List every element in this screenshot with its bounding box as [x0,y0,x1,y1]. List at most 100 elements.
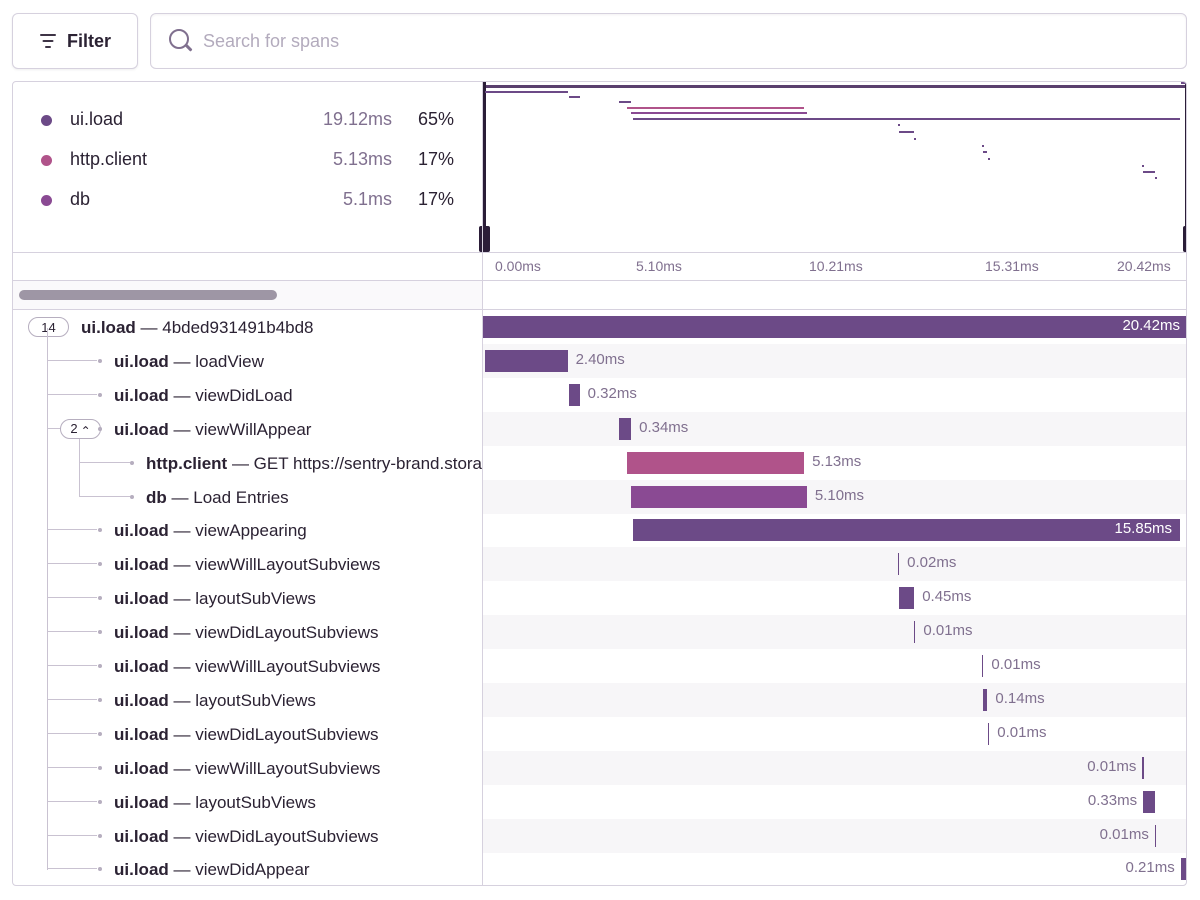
span-row-timeline-cell[interactable]: 0.01ms [483,717,1186,751]
scrollbar-thumb[interactable] [19,290,277,300]
span-separator: — [168,826,196,846]
span-row-label-cell[interactable]: ui.load — viewDidLayoutSubviews [13,819,482,853]
span-description: loadView [195,351,264,371]
span-duration: 0.14ms [995,689,1045,707]
span-separator: — [168,521,196,541]
span-bar[interactable] [483,316,1186,338]
span-row-timeline-cell[interactable]: 0.34ms [483,411,1186,446]
span-row-label-cell[interactable]: ui.load — viewWillLayoutSubviews [13,547,482,581]
span-row-label-cell[interactable]: ui.load — viewWillLayoutSubviews [13,649,482,683]
minimap[interactable] [479,82,1186,252]
span-row-timeline-cell[interactable]: 0.32ms [483,378,1186,412]
span-row[interactable]: http.client — GET https://sentry-brand.s… [13,446,1186,480]
span-row-timeline-cell[interactable]: 0.45ms [483,581,1186,615]
span-bar[interactable] [982,688,988,711]
minimap-right-handle[interactable] [1183,82,1186,252]
span-bar[interactable] [568,383,580,406]
span-row-label-cell[interactable]: ui.load — layoutSubViews [13,785,482,819]
span-row-label-cell[interactable]: db — Load Entries [13,480,482,514]
span-row-label-cell[interactable]: ui.load — viewWillLayoutSubviews [13,751,482,785]
span-bar[interactable] [630,485,807,508]
span-row-timeline-cell[interactable]: 0.33ms [483,785,1186,819]
span-bar[interactable] [987,722,990,745]
span-row[interactable]: ui.load — viewDidAppear 0.21ms [13,852,1186,885]
horizontal-scrollbar[interactable] [13,281,482,309]
search-box[interactable] [150,13,1187,69]
span-bar[interactable] [913,621,916,644]
tree-connector [47,563,97,565]
span-row-label-cell[interactable]: ui.load — layoutSubViews [13,683,482,717]
span-bar[interactable] [484,349,568,372]
collapse-children-button[interactable]: 2 ⌃ [60,418,101,439]
span-row[interactable]: ui.load — viewDidLoad 0.32ms [13,378,1186,412]
span-row-timeline-cell[interactable]: 0.21ms [483,852,1186,885]
span-row-timeline-cell[interactable]: 20.42ms [483,310,1186,344]
span-row-label-cell[interactable]: 14 ui.load — 4bded931491b4bd8 [13,310,482,344]
span-op: ui.load [114,385,169,405]
span-duration: 0.01ms [997,723,1047,741]
span-row-label-cell[interactable]: ui.load — viewDidLayoutSubviews [13,717,482,751]
span-row-timeline-cell[interactable]: 15.85ms [483,513,1186,547]
span-separator: — [168,351,196,371]
children-count-badge[interactable]: 14 [28,317,69,337]
span-row[interactable]: ui.load — viewDidLayoutSubviews 0.01ms [13,615,1186,650]
span-op: ui.load [114,792,169,812]
span-row[interactable]: ui.load — viewDidLayoutSubviews 0.01ms [13,717,1186,751]
span-row-label-cell[interactable]: 2 ⌃ ui.load — viewWillAppear [13,412,482,446]
span-row-timeline-cell[interactable]: 0.01ms [483,818,1186,853]
span-row[interactable]: ui.load — layoutSubViews 0.14ms [13,682,1186,717]
span-row-timeline-cell[interactable]: 5.10ms [483,479,1186,514]
span-bar[interactable] [898,587,915,610]
tree-connector [47,868,97,870]
span-row[interactable]: ui.load — viewWillLayoutSubviews 0.01ms [13,649,1186,683]
span-row[interactable]: ui.load — loadView 2.40ms [13,343,1186,378]
span-row[interactable]: ui.load — viewDidLayoutSubviews 0.01ms [13,818,1186,853]
span-row[interactable]: ui.load — viewAppearing 15.85ms [13,513,1186,547]
span-label: ui.load — layoutSubViews [114,691,316,711]
span-label: ui.load — viewWillAppear [114,420,311,440]
span-row-timeline-cell[interactable]: 5.13ms [483,446,1186,480]
minimap-right-grip[interactable] [1183,226,1186,252]
tree-node-dot [98,799,102,804]
op-percent: 65% [417,109,454,129]
span-bar[interactable] [981,655,984,677]
span-row[interactable]: db — Load Entries 5.10ms [13,479,1186,514]
minimap-left-handle[interactable] [479,82,490,252]
span-row[interactable]: ui.load — layoutSubViews 0.33ms [13,785,1186,819]
span-row-timeline-cell[interactable]: 0.14ms [483,682,1186,717]
span-bar[interactable] [1180,858,1186,881]
filter-button[interactable]: Filter [12,13,138,69]
span-row-label-cell[interactable]: http.client — GET https://sentry-brand.s… [13,446,482,480]
span-row-label-cell[interactable]: ui.load — viewDidLoad [13,378,482,412]
span-bar[interactable] [1143,790,1155,813]
span-bar[interactable] [619,417,632,440]
span-row-label-cell[interactable]: ui.load — layoutSubViews [13,581,482,615]
span-row[interactable]: ui.load — viewWillLayoutSubviews 0.01ms [13,750,1186,785]
span-row-label-cell[interactable]: ui.load — loadView [13,344,482,378]
span-row-timeline-cell[interactable]: 0.01ms [483,615,1186,650]
span-bar[interactable] [626,451,805,474]
span-row-timeline-cell[interactable]: 0.01ms [483,649,1186,683]
minimap-left-grip[interactable] [479,226,490,252]
span-row-timeline-cell[interactable]: 2.40ms [483,343,1186,378]
span-row-label-cell[interactable]: ui.load — viewDidAppear [13,852,482,885]
span-separator: — [166,487,194,507]
tree-node-dot [98,528,102,533]
trace-root-row[interactable]: 14 ui.load — 4bded931491b4bd8 20.42ms [13,310,1186,344]
span-row-label-cell[interactable]: ui.load — viewDidLayoutSubviews [13,615,482,649]
span-bar[interactable] [1142,756,1144,779]
column-divider[interactable] [482,82,483,885]
span-row[interactable]: ui.load — layoutSubViews 0.45ms [13,581,1186,615]
span-row-timeline-cell[interactable]: 0.02ms [483,547,1186,582]
span-row-label-cell[interactable]: ui.load — viewAppearing [13,513,482,547]
span-description: layoutSubViews [195,690,316,710]
span-description: GET https://sentry-brand.storage.googlea… [253,453,482,473]
tree-node-dot [130,494,134,499]
span-bar[interactable] [897,553,900,576]
span-row-timeline-cell[interactable]: 0.01ms [483,750,1186,785]
span-row[interactable]: ui.load — viewWillLayoutSubviews 0.02ms [13,547,1186,582]
span-bar[interactable] [1154,824,1157,847]
span-row[interactable]: 2 ⌃ ui.load — viewWillAppear 0.34ms [13,411,1186,446]
search-input[interactable] [203,14,1186,68]
span-bar[interactable] [632,519,1181,542]
